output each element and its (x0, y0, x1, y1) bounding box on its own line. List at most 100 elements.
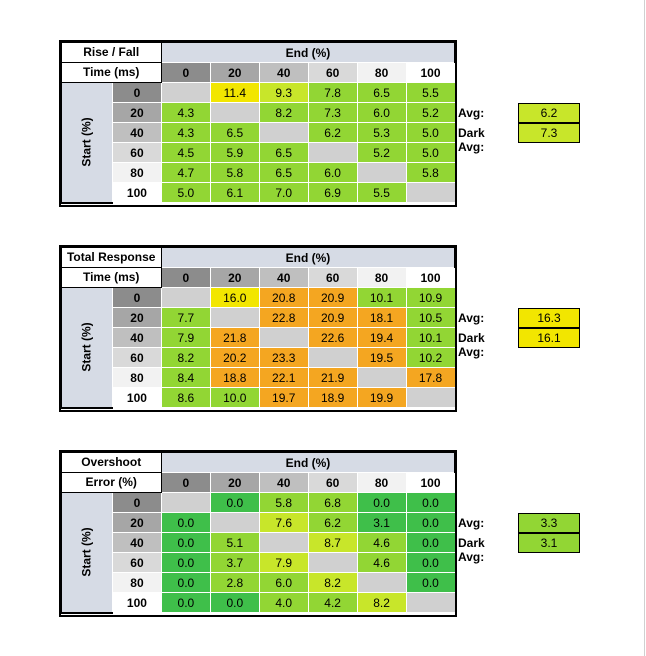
avg-label: Avg: (458, 106, 485, 120)
data-cell: 6.0 (356, 102, 407, 123)
data-cell: 5.9 (209, 142, 260, 163)
data-cell: 23.3 (258, 347, 309, 368)
start-axis-label: Start (%) (79, 117, 94, 167)
data-cell: 22.8 (258, 307, 309, 328)
row-header: 100 (111, 387, 162, 408)
data-cell: 2.8 (209, 572, 260, 593)
data-cell (258, 122, 309, 143)
data-cell: 7.6 (258, 512, 309, 533)
data-cell: 18.9 (307, 387, 358, 408)
start-axis-label: Start (%) (79, 527, 94, 577)
data-cell: 7.0 (258, 182, 309, 203)
table-row: Start (%) 0 11.4 9.3 7.8 6.5 5.5 (59, 82, 456, 204)
data-cell: 17.8 (405, 367, 456, 388)
data-cell: 19.4 (356, 327, 407, 348)
data-cell: 7.3 (307, 102, 358, 123)
avg-value: 16.3 (518, 308, 580, 328)
data-cell: 0.0 (356, 492, 407, 513)
row-header: 0 (111, 287, 162, 308)
data-cell: 20.8 (258, 287, 309, 308)
start-axis-header: Start (%) (59, 492, 113, 614)
row-header: 100 (111, 182, 162, 203)
data-cell: 0.0 (405, 532, 456, 553)
row-header: 40 (111, 327, 162, 348)
data-cell: 20.9 (307, 307, 358, 328)
data-cell (356, 162, 407, 183)
start-axis-label: Start (%) (79, 322, 94, 372)
avg-label: Avg: (458, 516, 485, 530)
data-cell: 0.0 (160, 572, 211, 593)
data-cell (356, 367, 407, 388)
table-row: 100 5.0 6.1 7.0 6.9 5.5 (61, 182, 456, 203)
column-header: 40 (258, 62, 309, 83)
column-header: 100 (405, 62, 456, 83)
table-title-line1: Overshoot (60, 451, 162, 473)
data-cell: 6.9 (307, 182, 358, 203)
data-cell: 22.1 (258, 367, 309, 388)
table-row: Start (%) 0 16.0 20.8 20.9 10.1 10.9 (59, 287, 456, 409)
avg-value: 6.2 (518, 103, 580, 123)
table-row: 80 4.7 5.8 6.5 6.0 5.8 (61, 162, 456, 183)
row-header: 0 (111, 82, 162, 103)
column-header-row: Time (ms) 0 20 40 60 80 100 (60, 267, 456, 288)
data-cell (307, 347, 358, 368)
row-header: 20 (111, 102, 162, 123)
table-row: 80 0.0 2.8 6.0 8.2 0.0 (61, 572, 456, 593)
avg-label: Avg: (458, 311, 485, 325)
data-cell: 6.5 (356, 82, 407, 103)
chart-table-0: Rise / Fall End (%) Time (ms) 0 20 40 60 80 100 S… (59, 40, 457, 207)
data-cell: 3.1 (356, 512, 407, 533)
table-title-line2: Time (ms) (60, 62, 162, 83)
data-cell (405, 592, 456, 613)
data-cell: 0.0 (405, 572, 456, 593)
data-cell: 5.8 (209, 162, 260, 183)
data-cell (405, 182, 456, 203)
column-header-row: Error (%) 0 20 40 60 80 100 (60, 472, 456, 493)
data-cell: 8.2 (160, 347, 211, 368)
data-cell: 6.2 (307, 122, 358, 143)
data-cell: 7.9 (160, 327, 211, 348)
data-cell: 8.2 (307, 572, 358, 593)
data-cell: 7.9 (258, 552, 309, 573)
data-cell: 4.6 (356, 552, 407, 573)
data-cell (258, 327, 309, 348)
data-cell (356, 572, 407, 593)
table-row: 40 4.3 6.5 6.2 5.3 5.0 (61, 122, 456, 143)
table-row: 100 8.6 10.0 19.7 18.9 19.9 (61, 387, 456, 408)
row-header: 0 (111, 492, 162, 513)
table-row: 40 0.0 5.1 8.7 4.6 0.0 (61, 532, 456, 553)
dark-avg-value: 16.1 (518, 328, 580, 348)
table-row: 100 0.0 0.0 4.0 4.2 8.2 (61, 592, 456, 613)
data-cell: 10.5 (405, 307, 456, 328)
data-cell: 11.4 (209, 82, 260, 103)
data-cell: 5.2 (356, 142, 407, 163)
data-cell: 0.0 (160, 552, 211, 573)
data-cell: 6.0 (258, 572, 309, 593)
data-cell: 20.2 (209, 347, 260, 368)
data-cell (160, 287, 211, 308)
row-header: 40 (111, 532, 162, 553)
column-header: 80 (356, 62, 407, 83)
avg-value: 3.3 (518, 513, 580, 533)
data-cell: 20.9 (307, 287, 358, 308)
data-cell: 0.0 (405, 552, 456, 573)
data-cell: 0.0 (405, 512, 456, 533)
data-cell: 4.3 (160, 122, 211, 143)
data-cell: 6.5 (258, 162, 309, 183)
data-cell: 0.0 (160, 512, 211, 533)
table-title-line2: Error (%) (60, 472, 162, 493)
row-header: 40 (111, 122, 162, 143)
data-cell: 4.5 (160, 142, 211, 163)
data-cell: 4.3 (160, 102, 211, 123)
page-right-border (644, 0, 645, 656)
dark-avg-value: 3.1 (518, 533, 580, 553)
data-cell (307, 552, 358, 573)
data-cell: 5.1 (209, 532, 260, 553)
table-title-line1: Rise / Fall (60, 41, 162, 63)
table-row: 20 0.0 7.6 6.2 3.1 0.0 (61, 512, 456, 533)
data-cell: 5.5 (356, 182, 407, 203)
data-cell: 21.8 (209, 327, 260, 348)
column-header: 80 (356, 472, 407, 493)
data-cell: 5.3 (356, 122, 407, 143)
data-cell: 3.7 (209, 552, 260, 573)
